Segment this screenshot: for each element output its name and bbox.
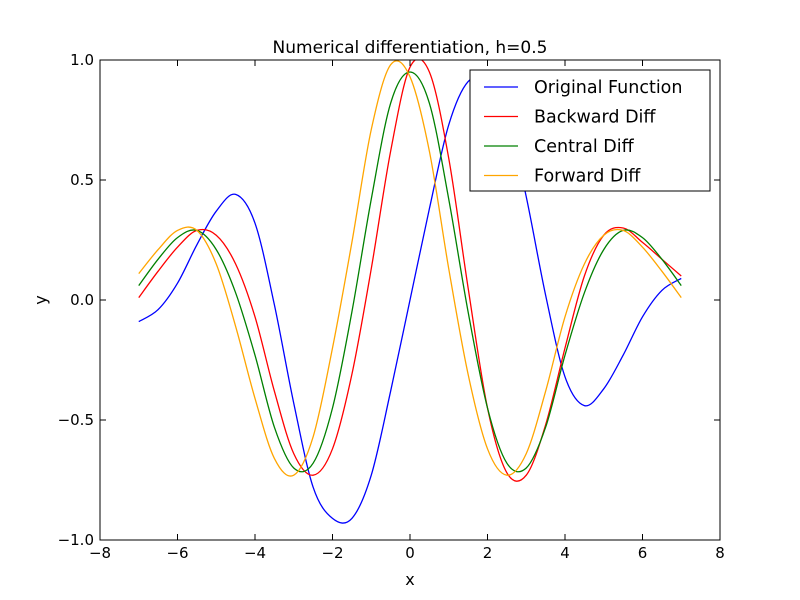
x-tick-label: −2 [321, 544, 343, 562]
y-tick-label: 0.0 [70, 291, 94, 309]
legend: Original Function Backward Diff Central Di… [469, 69, 711, 192]
x-axis: −8 −6 −4 −2 0 2 4 6 8 [89, 60, 725, 562]
x-tick-label: 0 [405, 544, 415, 562]
y-tick-label: −1.0 [58, 531, 94, 549]
y-tick-label: 0.5 [70, 171, 94, 189]
x-tick-label: 8 [715, 544, 725, 562]
legend-label-2: Central Diff [534, 137, 635, 157]
legend-label-3: Forward Diff [534, 167, 641, 187]
series-layer [138, 60, 682, 524]
x-tick-label: −6 [166, 544, 188, 562]
legend-label-1: Backward Diff [534, 108, 656, 128]
y-axis-label: y [31, 295, 50, 304]
series-line-3 [138, 60, 682, 477]
y-tick-label: 1.0 [70, 51, 94, 69]
chart-title: Numerical differentiation, h=0.5 [273, 38, 548, 58]
x-axis-label: x [405, 570, 414, 589]
x-tick-label: −8 [89, 544, 111, 562]
y-axis: −1.0 −0.5 0.0 0.5 1.0 [58, 51, 720, 549]
x-tick-label: 4 [560, 544, 570, 562]
series-line-2 [138, 71, 682, 473]
x-tick-label: 6 [638, 544, 648, 562]
series-line-1 [138, 60, 682, 482]
legend-box [469, 69, 711, 192]
plot-area: −8 −6 −4 −2 0 2 4 6 8 −1.0 −0.5 0.0 0.5 1.0 [58, 51, 725, 562]
y-tick-label: −0.5 [58, 411, 94, 429]
legend-label-0: Original Function [534, 78, 682, 98]
series-line-0 [138, 76, 682, 524]
x-tick-label: 2 [483, 544, 493, 562]
x-tick-label: −4 [244, 544, 266, 562]
